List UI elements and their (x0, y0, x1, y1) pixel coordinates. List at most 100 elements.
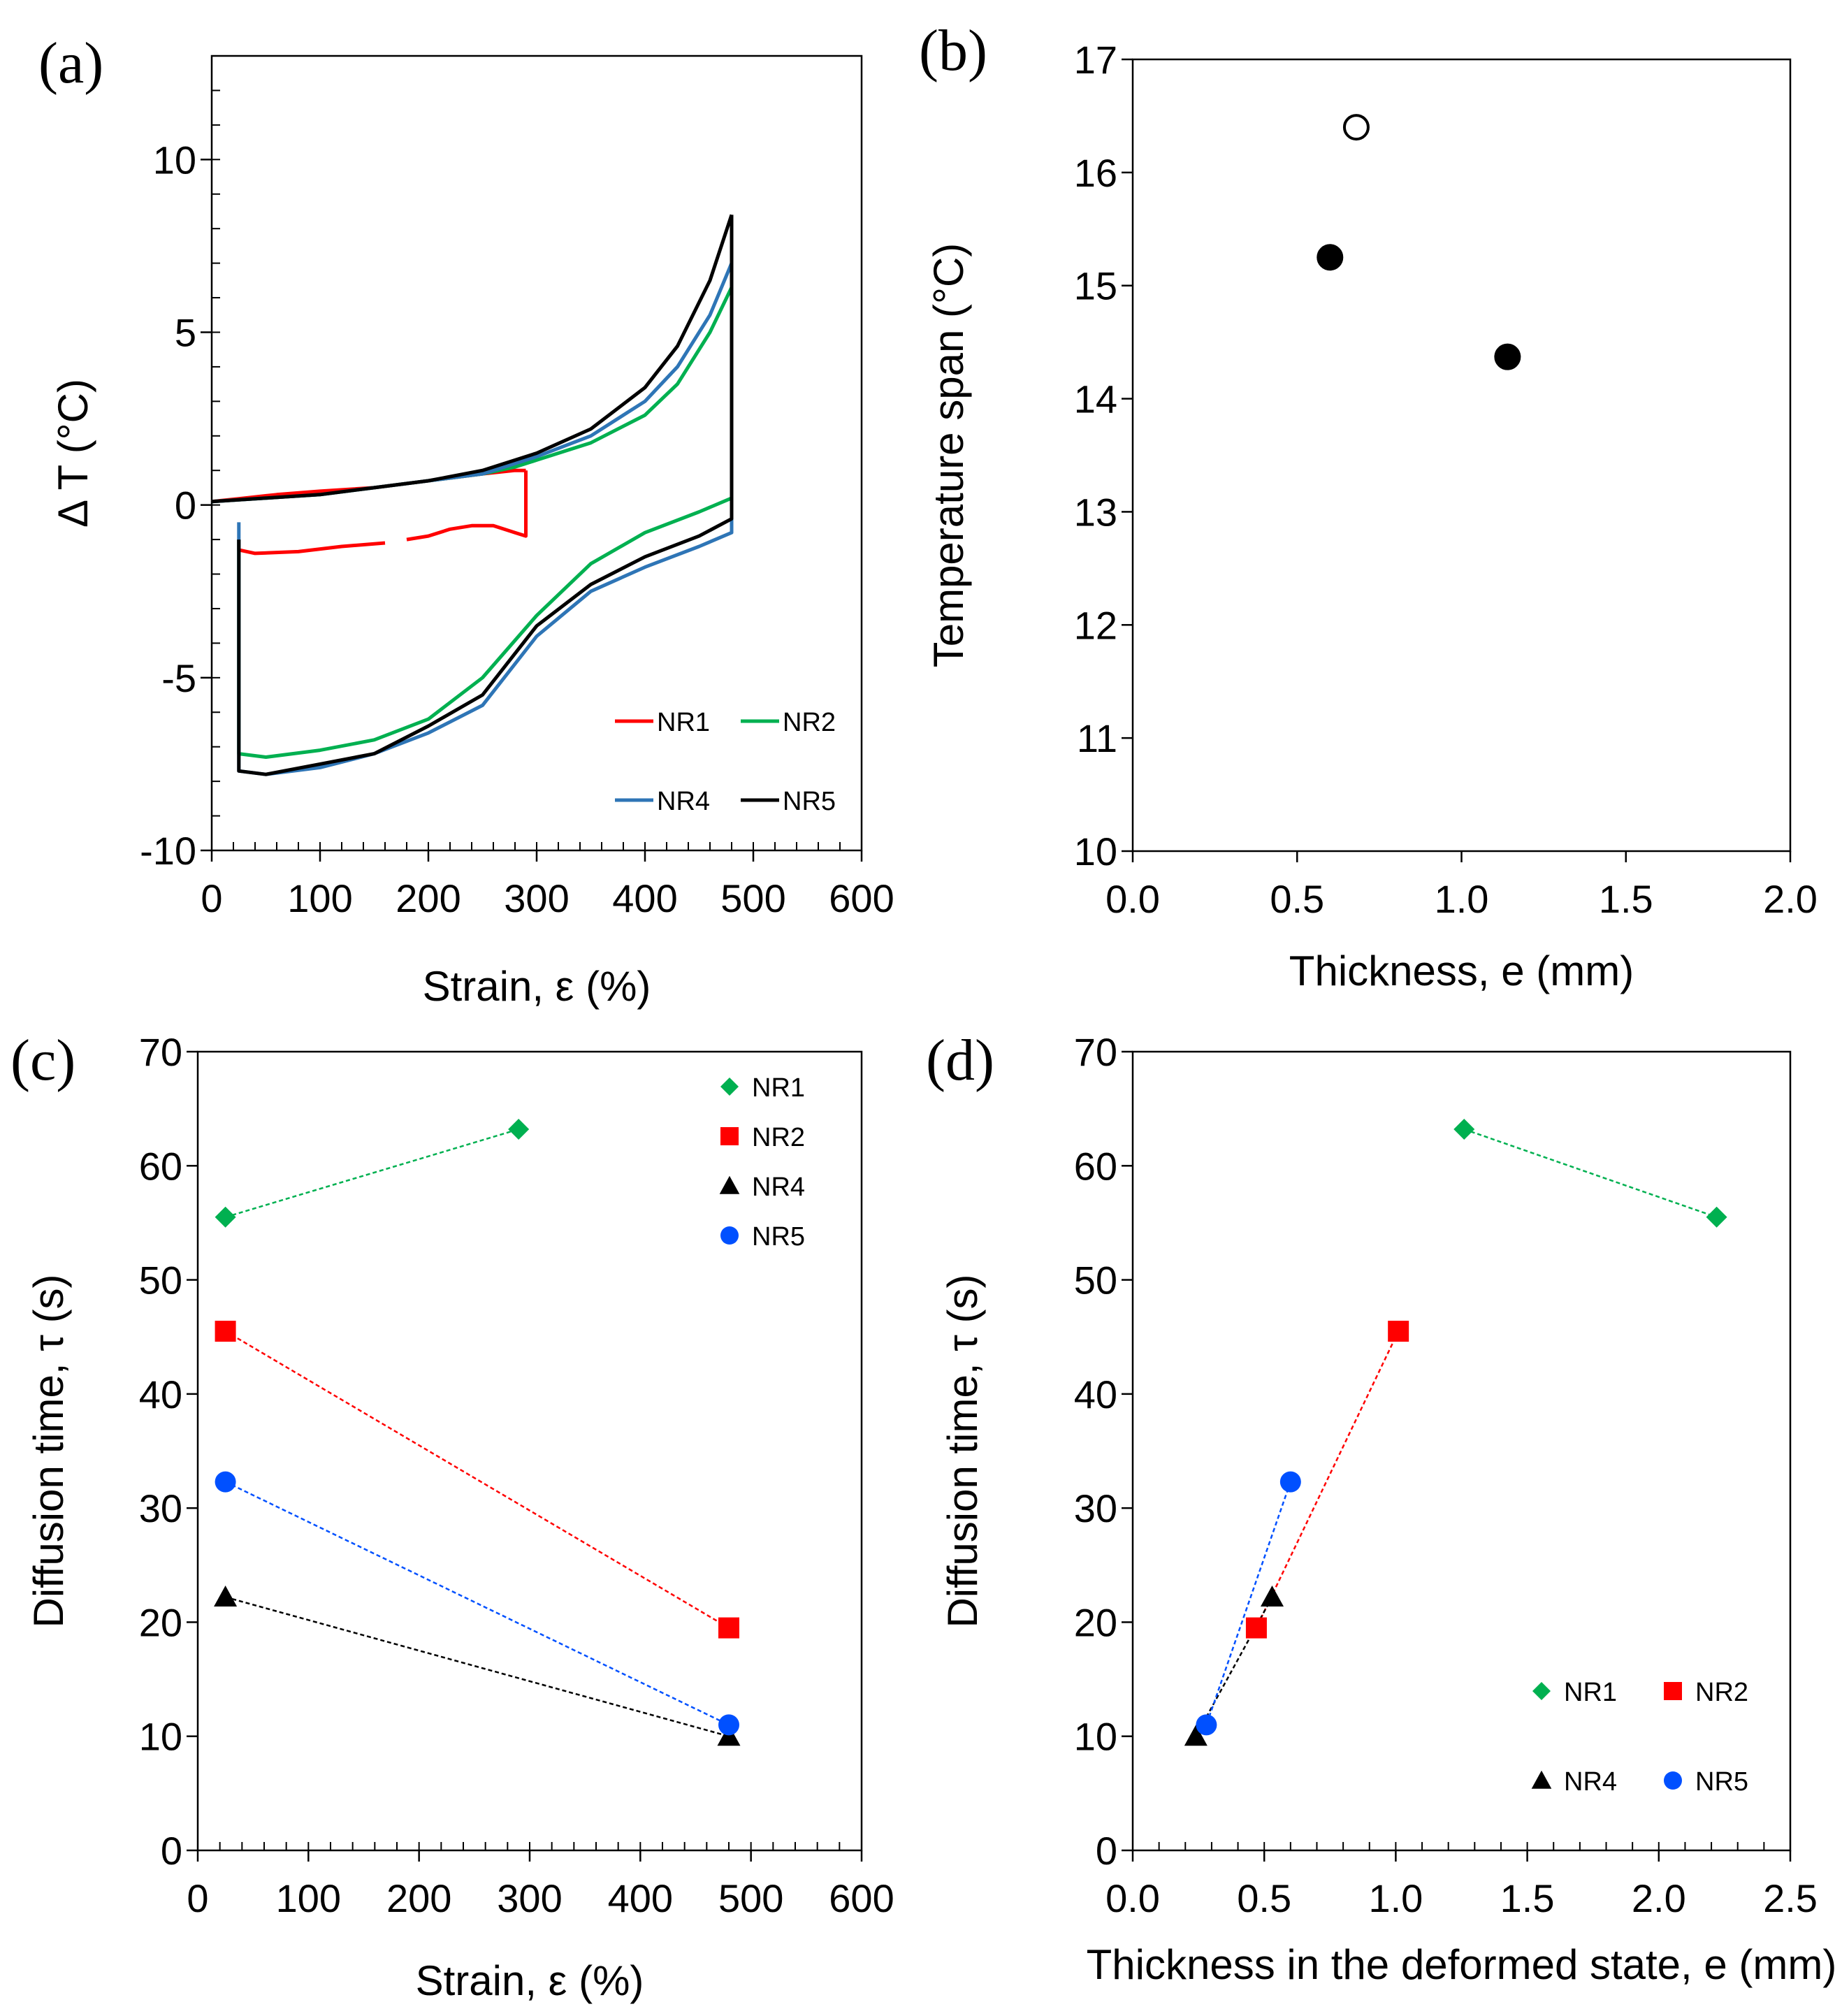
x-tick-label: 100 (287, 876, 352, 920)
x-tick-label: 600 (829, 876, 894, 920)
legend-nr1-label: NR1 (657, 708, 710, 737)
x-tick-label: 1.0 (1435, 877, 1489, 921)
y-tick-label: 0 (175, 484, 196, 528)
legend-nr4-marker (1531, 1770, 1552, 1789)
x-tick-label: 500 (720, 876, 785, 920)
y-tick-label: 50 (139, 1259, 182, 1303)
series-nr2-point (215, 1321, 236, 1342)
x-tick-label: 500 (718, 1876, 783, 1920)
x-axis-title: Strain, ε (%) (423, 963, 651, 1010)
x-tick-label: 1.5 (1599, 877, 1653, 921)
y-tick-label: 70 (1074, 1030, 1117, 1074)
x-tick-label: 0 (187, 1876, 208, 1920)
x-tick-label: 300 (504, 876, 569, 920)
filled-circle-point (1317, 244, 1344, 271)
legend-nr5-label: NR5 (1695, 1767, 1748, 1797)
y-tick-label: 13 (1074, 490, 1117, 534)
legend-nr4-marker (719, 1175, 740, 1194)
y-tick-label: 40 (1074, 1372, 1117, 1416)
legend-nr2-label: NR2 (1695, 1678, 1748, 1707)
y-tick-label: 60 (1074, 1144, 1117, 1188)
plot-frame (1131, 1050, 1792, 1852)
x-tick-label: 2.5 (1763, 1876, 1818, 1920)
y-tick-label: 20 (1074, 1600, 1117, 1644)
panel-d-chart: 0.0 0.5 1.0 1.5 2.0 2.5 0 10 20 30 40 50 60 70 Thickne… (939, 1030, 1836, 1988)
y-tick-label: 60 (139, 1144, 182, 1188)
y-tick-label: 17 (1074, 38, 1117, 82)
legend-nr4-label: NR4 (1564, 1767, 1617, 1797)
panel-d-label: (d) (926, 1028, 994, 1093)
x-tick-label: 100 (276, 1876, 341, 1920)
legend-nr5-marker (1664, 1771, 1682, 1790)
x-tick-label: 0.0 (1105, 877, 1160, 921)
x-tick-label: 600 (829, 1876, 894, 1920)
legend-nr1-label: NR1 (752, 1073, 805, 1103)
series-nr1-point (1706, 1206, 1727, 1228)
x-tick-label: 0 (201, 876, 222, 920)
series-nr1-connector (225, 1128, 519, 1218)
series-nr5-point (1279, 1471, 1301, 1493)
y-tick-label: -5 (161, 656, 196, 700)
x-axis-title: Strain, ε (%) (416, 1957, 644, 2004)
y-tick-label: 10 (153, 138, 196, 182)
legend-nr5-label: NR5 (752, 1222, 805, 1252)
series-nr1-point (215, 1206, 236, 1228)
y-tick-label: 0 (1096, 1829, 1117, 1873)
series-nr4-point (214, 1586, 238, 1607)
series-nr5-line (237, 215, 734, 776)
series-nr5-connector (1205, 1481, 1291, 1725)
series-nr4-point (1184, 1725, 1208, 1746)
series-nr5-point (215, 1471, 236, 1493)
x-tick-label: 0.0 (1105, 1876, 1160, 1920)
y-tick-label: 40 (139, 1372, 182, 1416)
x-tick-label: 400 (608, 1876, 673, 1920)
y-axis-title: Temperature span (°C) (925, 243, 972, 668)
series-nr2-point (718, 1617, 739, 1639)
x-tick-label: 200 (386, 1876, 451, 1920)
series-nr1-point (1453, 1119, 1475, 1140)
legend-nr2-label: NR2 (783, 708, 836, 737)
x-axis-title: Thickness in the deformed state, e (mm) (1087, 1941, 1837, 1988)
x-tick-label: 400 (612, 876, 677, 920)
x-tick-label: 1.0 (1368, 1876, 1423, 1920)
series-nr4-connector (225, 1596, 730, 1737)
x-tick-label: 1.5 (1500, 1876, 1555, 1920)
legend-nr2-label: NR2 (752, 1123, 805, 1152)
x-tick-label: 200 (396, 876, 460, 920)
panel-a-label: (a) (38, 31, 103, 96)
y-tick-label: 12 (1074, 603, 1117, 647)
legend-nr4-label: NR4 (752, 1173, 805, 1202)
y-tick-label: 70 (139, 1030, 182, 1074)
x-axis-title: Thickness, e (mm) (1289, 948, 1634, 994)
y-tick-label: -10 (140, 829, 196, 873)
y-tick-label: 15 (1074, 264, 1117, 308)
panel-b-chart: 0.0 0.5 1.0 1.5 2.0 10 11 12 13 14 15 16 17 Thickness… (925, 38, 1818, 994)
y-axis-title: Diffusion time, τ (s) (939, 1274, 986, 1627)
legend-nr1-label: NR1 (1564, 1678, 1617, 1707)
series-nr2-connector (1255, 1330, 1400, 1629)
legend-nr2-marker (1664, 1682, 1682, 1700)
panel-b-label: (b) (919, 18, 987, 83)
y-tick-label: 50 (1074, 1259, 1117, 1303)
panel-c-chart: 0 100 200 300 400 500 600 0 10 20 30 40 50 60 70 Strain… (25, 1030, 894, 2004)
open-circle-point (1342, 114, 1370, 141)
y-axis-title: Δ T (°C) (50, 379, 96, 528)
series-nr5-point (718, 1714, 739, 1736)
legend-nr2-marker (720, 1127, 739, 1145)
x-tick-label: 300 (497, 1876, 562, 1920)
x-tick-label: 2.0 (1632, 1876, 1686, 1920)
series-nr5-point (1196, 1714, 1217, 1736)
y-tick-label: 30 (139, 1486, 182, 1530)
series-nr1-point (508, 1119, 530, 1140)
y-tick-label: 5 (175, 310, 196, 354)
y-tick-label: 16 (1074, 151, 1117, 195)
series-nr1-connector (1463, 1128, 1718, 1218)
series-nr1-line (406, 470, 528, 542)
y-axis-title: Diffusion time, τ (s) (25, 1274, 72, 1627)
x-tick-label: 0.5 (1237, 1876, 1291, 1920)
legend-nr5-label: NR5 (783, 787, 836, 816)
legend-nr5-marker (720, 1226, 739, 1245)
panel-a-chart: 0 100 200 300 400 500 600 -10 -5 0 5 10 Strain, ε (%… (50, 55, 894, 1010)
panel-c-label: (c) (10, 1028, 75, 1093)
